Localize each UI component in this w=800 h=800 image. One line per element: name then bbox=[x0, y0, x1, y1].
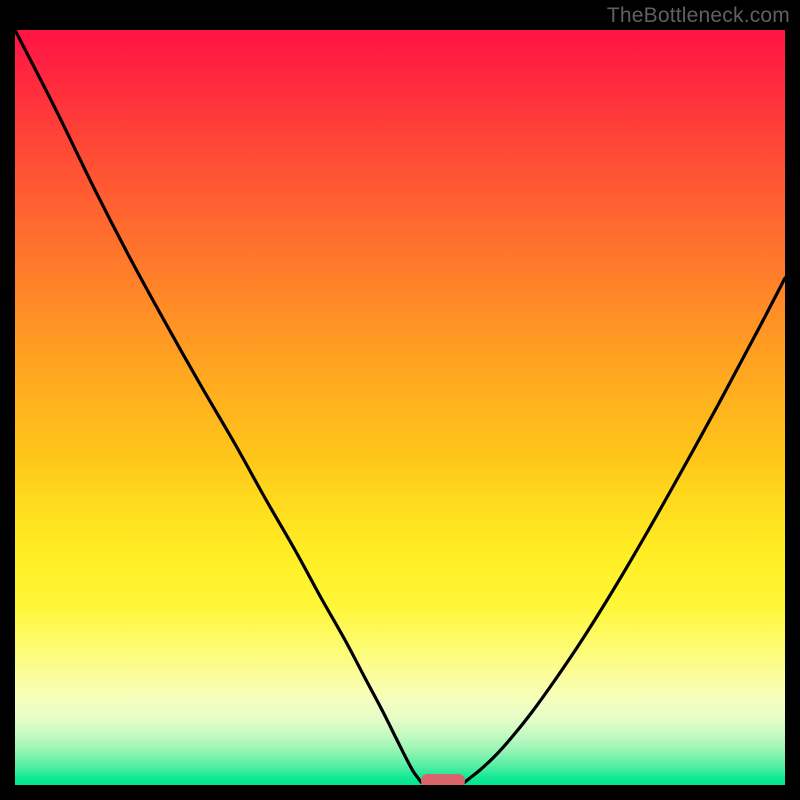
chart-stage: TheBottleneck.com bbox=[0, 0, 800, 800]
attribution-text: TheBottleneck.com bbox=[607, 4, 790, 28]
frame-bottom bbox=[0, 785, 800, 800]
frame-left bbox=[0, 0, 15, 800]
bottleneck-chart bbox=[0, 0, 800, 800]
plot-background bbox=[15, 30, 785, 785]
frame-right bbox=[785, 0, 800, 800]
